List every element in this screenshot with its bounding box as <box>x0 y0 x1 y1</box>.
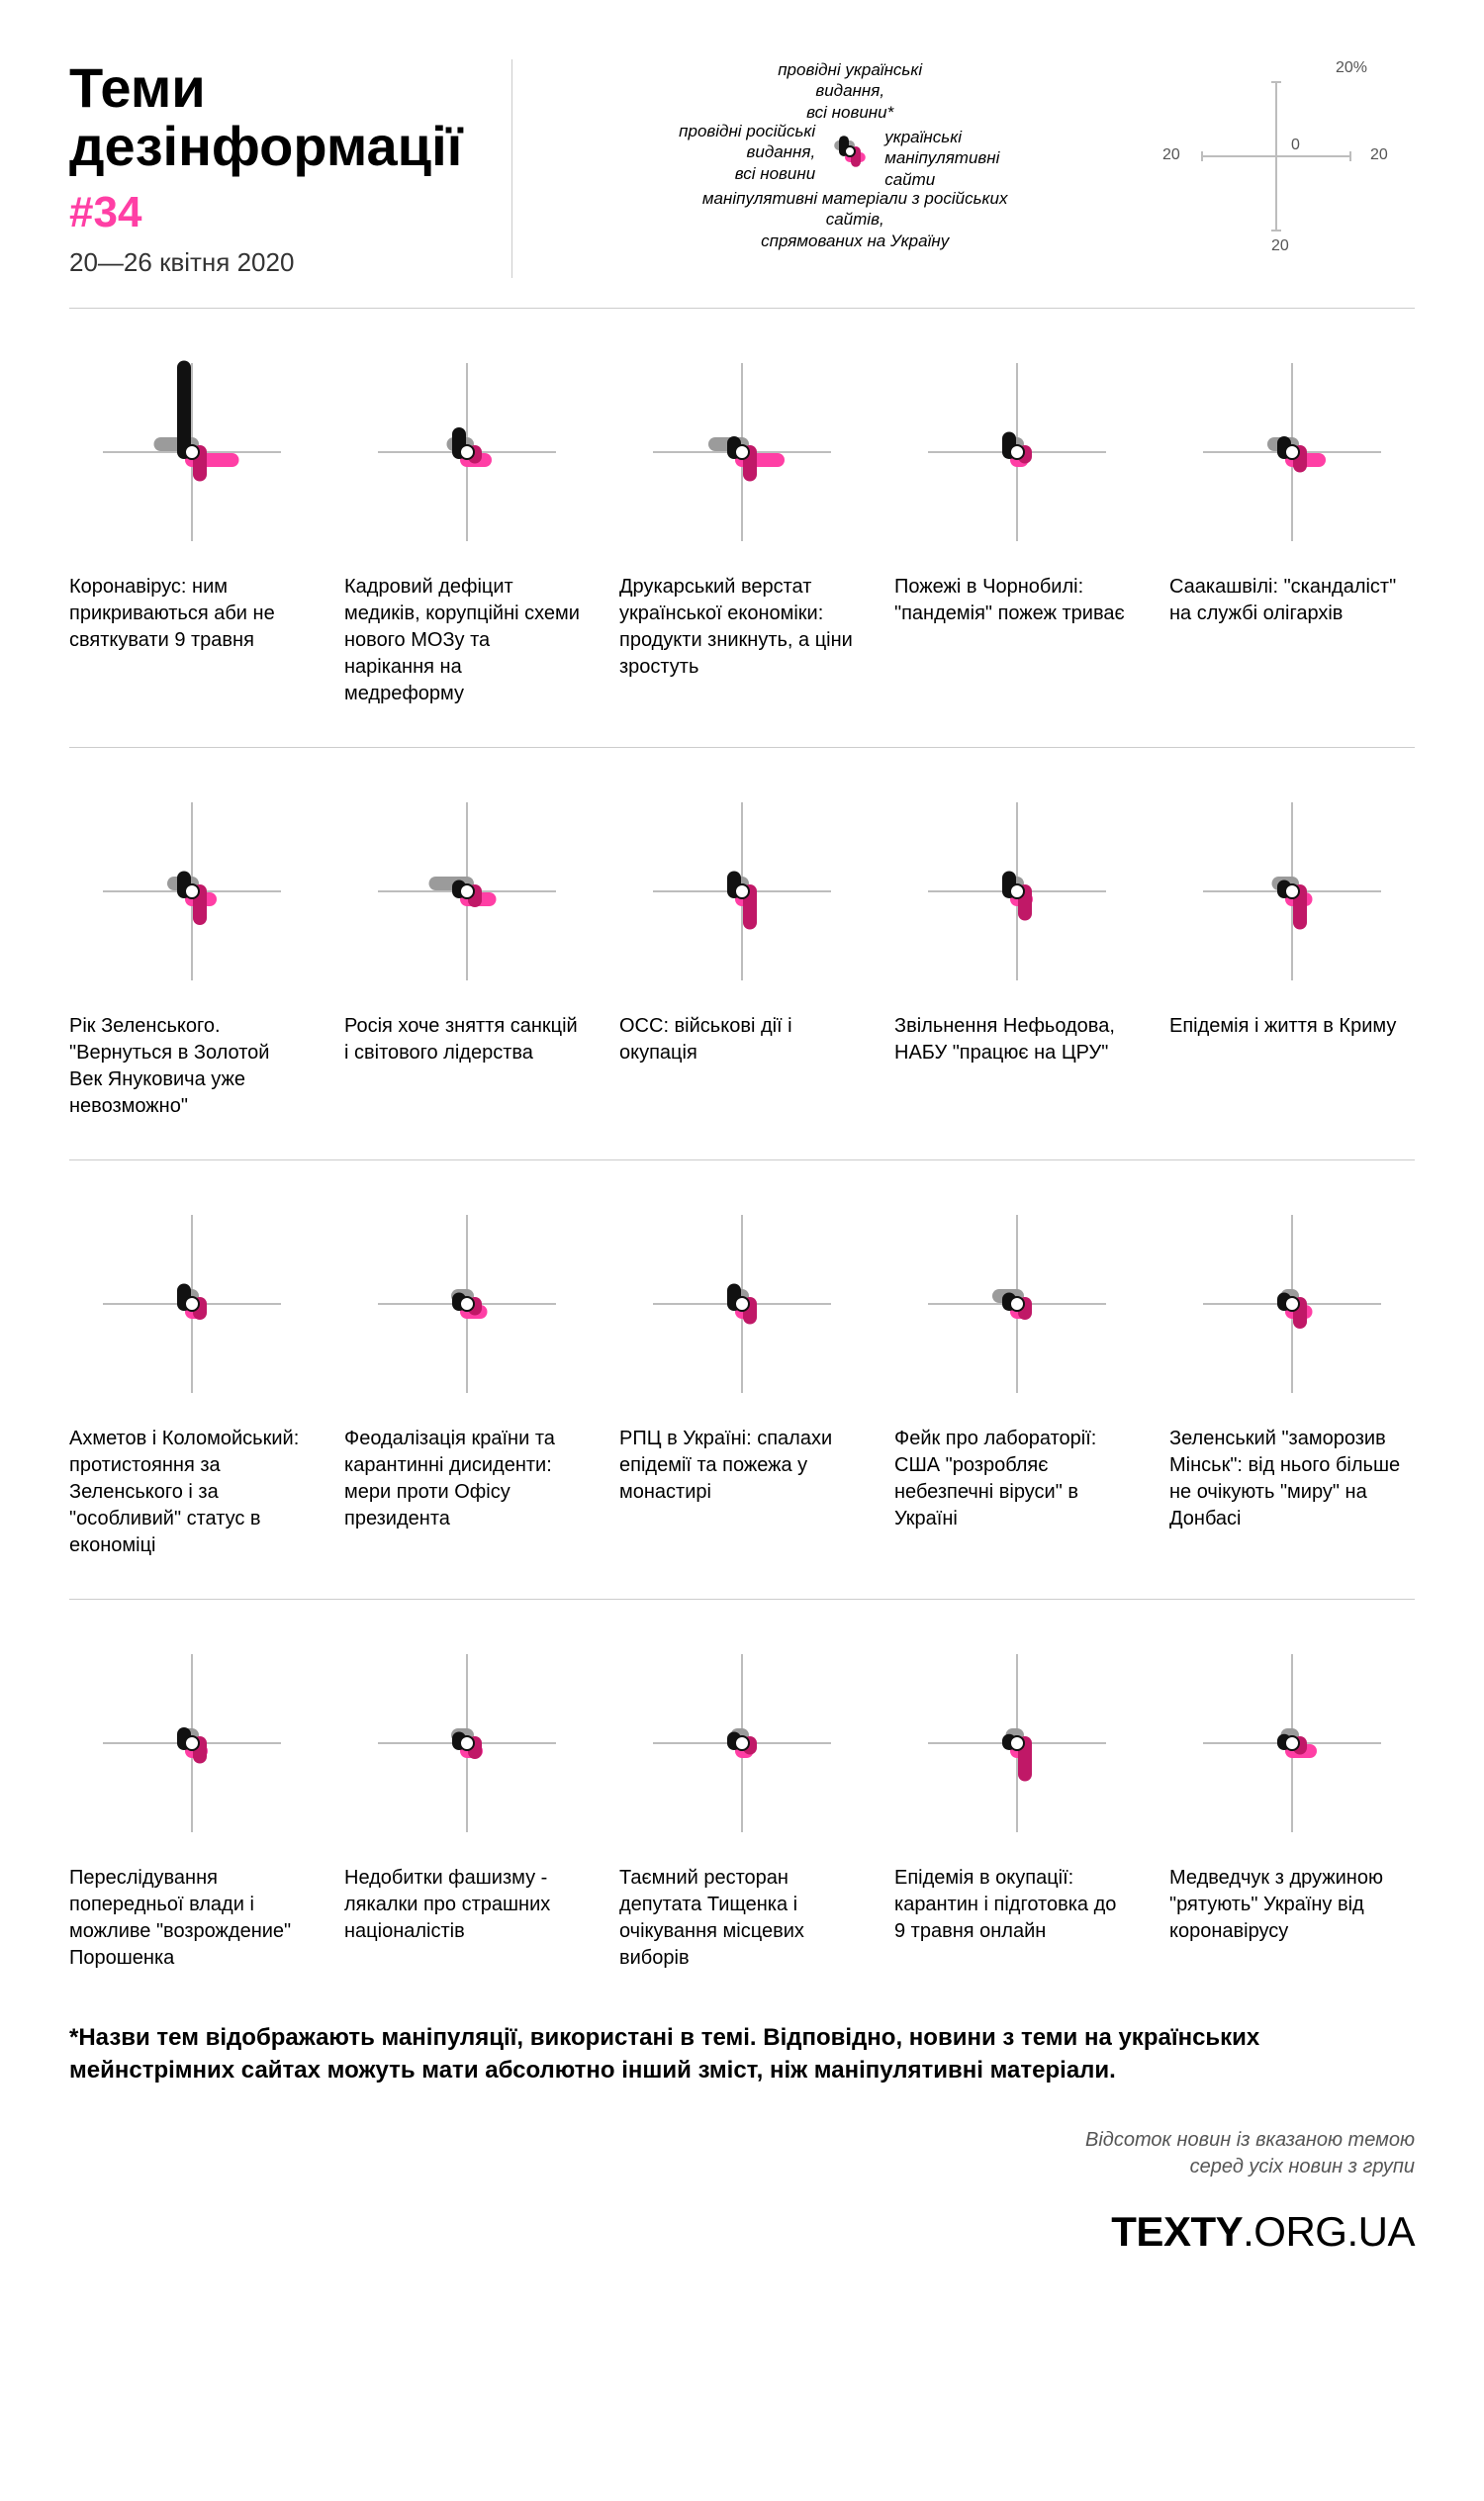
chart-cell: Росія хоче зняття санкцій і світового лі… <box>344 778 590 1120</box>
glyph <box>1178 1629 1406 1857</box>
glyph <box>1178 778 1406 1005</box>
cell-label: Пожежі в Чорнобилі: "пандемія" пожеж три… <box>894 574 1140 627</box>
title-line1: Теми <box>69 56 206 119</box>
glyph <box>353 1629 581 1857</box>
legend-label-bottom: маніпулятивні матеріали з російських сай… <box>696 188 1013 251</box>
cell-label: РПЦ в Україні: спалахи епідемії та пожеж… <box>619 1426 865 1506</box>
cell-label: Епідемія в окупації: карантин і підготов… <box>894 1865 1140 1945</box>
cell-label: Кадровий дефіцит медиків, корупційні схе… <box>344 574 590 707</box>
cell-label: Зеленський "заморозив Мінськ": від нього… <box>1169 1426 1415 1532</box>
cell-label: Ахметов і Коломойський: протистояння за … <box>69 1426 315 1559</box>
chart-cell: ОСС: військові дії і окупація <box>619 778 865 1120</box>
chart-cell: Зеленський "заморозив Мінськ": від нього… <box>1169 1190 1415 1559</box>
cell-label: Феодалізація країни та карантинні дисиде… <box>344 1426 590 1532</box>
glyph <box>353 338 581 566</box>
cell-label: Росія хоче зняття санкцій і світового лі… <box>344 1013 590 1066</box>
glyph <box>628 1190 856 1418</box>
chart-cell: Феодалізація країни та карантинні дисиде… <box>344 1190 590 1559</box>
glyph <box>78 778 306 1005</box>
chart-cell: Друкарський верстат української економік… <box>619 338 865 707</box>
issue-number: #34 <box>69 188 462 237</box>
date-range: 20—26 квітня 2020 <box>69 247 462 278</box>
glyph <box>903 778 1131 1005</box>
legend-label-right: українськіманіпулятивні сайти <box>884 127 1043 190</box>
cell-label: Недобитки фашизму - лякалки про страшних… <box>344 1865 590 1945</box>
chart-cell: Таємний ресторан депутата Тищенка і очік… <box>619 1629 865 1972</box>
glyph <box>78 1629 306 1857</box>
cell-label: Саакашвілі: "скандаліст" на службі оліга… <box>1169 574 1415 627</box>
chart-cell: Медведчук з дружиною "рятують" Україну в… <box>1169 1629 1415 1972</box>
chart-cell: Коронавірус: ним прикриваються аби не св… <box>69 338 315 707</box>
glyph <box>78 338 306 566</box>
glyph <box>628 1629 856 1857</box>
cell-label: Рік Зеленського. "Вернуться в Золотой Ве… <box>69 1013 315 1120</box>
axis-key-center: 0 <box>1291 137 1300 154</box>
glyph <box>903 338 1131 566</box>
glyph <box>903 1629 1131 1857</box>
chart-cell: Ахметов і Коломойський: протистояння за … <box>69 1190 315 1559</box>
footnote: *Назви тем відображають маніпуляції, вик… <box>69 2021 1415 2087</box>
glyph <box>353 1190 581 1418</box>
axis-key-bottom: 20 <box>1271 237 1289 255</box>
axis-key-right: 20 <box>1370 146 1388 164</box>
axis-key-top: 20% <box>1336 59 1367 77</box>
glyph <box>903 1190 1131 1418</box>
cell-label: Фейк про лабораторії: США "розробляє неб… <box>894 1426 1140 1532</box>
glyph <box>78 1190 306 1418</box>
cell-label: Епідемія і життя в Криму <box>1169 1013 1415 1040</box>
title-line2: дезінформації <box>69 115 462 177</box>
cell-label: Друкарський верстат української економік… <box>619 574 865 681</box>
chart-cell: Епідемія і життя в Криму <box>1169 778 1415 1120</box>
cell-label: Таємний ресторан депутата Тищенка і очік… <box>619 1865 865 1972</box>
chart-cell: Саакашвілі: "скандаліст" на службі оліга… <box>1169 338 1415 707</box>
glyph <box>1178 1190 1406 1418</box>
brand-bold: TEXTY <box>1111 2208 1243 2255</box>
row-divider <box>69 747 1415 748</box>
legend: провідні українські видання,всі новини* … <box>542 59 1158 257</box>
brand: TEXTY.ORG.UA <box>69 2208 1415 2256</box>
chart-cell: Рік Зеленського. "Вернуться в Золотой Ве… <box>69 778 315 1120</box>
chart-cell: Пожежі в Чорнобилі: "пандемія" пожеж три… <box>894 338 1140 707</box>
chart-cell: Фейк про лабораторії: США "розробляє неб… <box>894 1190 1140 1559</box>
cell-label: Коронавірус: ним прикриваються аби не св… <box>69 574 315 654</box>
chart-cell: Переслідування попередньої влади і можли… <box>69 1629 315 1972</box>
chart-grid: Коронавірус: ним прикриваються аби не св… <box>69 338 1415 1972</box>
row-divider <box>69 1599 1415 1600</box>
glyph <box>628 778 856 1005</box>
cell-label: Переслідування попередньої влади і можли… <box>69 1865 315 1972</box>
glyph <box>1178 338 1406 566</box>
brand-thin: .ORG.UA <box>1243 2208 1415 2255</box>
header-left: Теми дезінформації #34 20—26 квітня 2020 <box>69 59 512 278</box>
legend-label-top: провідні українські видання,всі новини* <box>751 59 949 123</box>
chart-cell: Звільнення Нефьодова, НАБУ "працює на ЦР… <box>894 778 1140 1120</box>
cell-label: Медведчук з дружиною "рятують" Україну в… <box>1169 1865 1415 1945</box>
glyph <box>353 778 581 1005</box>
glyph <box>628 338 856 566</box>
chart-cell: Епідемія в окупації: карантин і підготов… <box>894 1629 1140 1972</box>
chart-cell: Кадровий дефіцит медиків, корупційні схе… <box>344 338 590 707</box>
page-title: Теми дезінформації <box>69 59 462 176</box>
sub-caption: Відсоток новин із вказаною темоюсеред ус… <box>69 2127 1415 2180</box>
cell-label: Звільнення Нефьодова, НАБУ "працює на ЦР… <box>894 1013 1140 1066</box>
row-divider <box>69 1159 1415 1160</box>
chart-cell: РПЦ в Україні: спалахи епідемії та пожеж… <box>619 1190 865 1559</box>
legend-label-left: провідні російські видання,всі новини <box>617 121 815 184</box>
chart-cell: Недобитки фашизму - лякалки про страшних… <box>344 1629 590 1972</box>
cell-label: ОСС: військові дії і окупація <box>619 1013 865 1066</box>
axis-key: 20% 20 20 20 0 <box>1158 59 1415 257</box>
header: Теми дезінформації #34 20—26 квітня 2020… <box>69 59 1415 309</box>
axis-key-left: 20 <box>1162 146 1180 164</box>
